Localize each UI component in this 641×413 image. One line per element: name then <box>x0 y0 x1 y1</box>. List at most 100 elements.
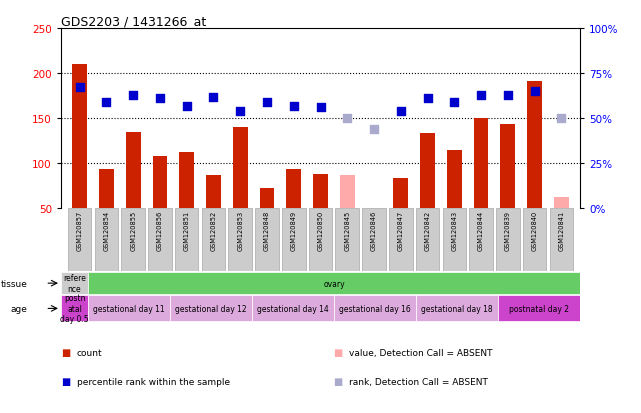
Point <box>74 85 85 92</box>
Bar <box>362 209 386 272</box>
Point <box>503 92 513 99</box>
Bar <box>179 152 194 209</box>
Text: rank, Detection Call = ABSENT: rank, Detection Call = ABSENT <box>349 377 488 386</box>
Point <box>449 100 460 106</box>
Text: GSM120851: GSM120851 <box>184 211 190 251</box>
Bar <box>61 272 88 295</box>
Bar <box>447 150 462 209</box>
Text: value, Detection Call = ABSENT: value, Detection Call = ABSENT <box>349 348 493 357</box>
Bar <box>126 132 140 209</box>
Text: percentile rank within the sample: percentile rank within the sample <box>77 377 230 386</box>
Point <box>369 126 379 133</box>
Bar <box>68 209 92 272</box>
Text: ovary: ovary <box>323 279 345 288</box>
Bar <box>148 209 172 272</box>
Text: GSM120847: GSM120847 <box>398 211 404 251</box>
Text: ■: ■ <box>333 376 342 386</box>
Text: tissue: tissue <box>0 279 27 288</box>
Point <box>181 103 192 109</box>
Text: GSM120843: GSM120843 <box>451 211 457 251</box>
Text: GSM120855: GSM120855 <box>130 211 136 251</box>
Bar <box>498 296 580 322</box>
Point <box>529 88 540 95</box>
Bar <box>340 176 354 209</box>
Bar <box>313 175 328 209</box>
Text: GSM120845: GSM120845 <box>344 211 350 251</box>
Text: gestational day 18: gestational day 18 <box>421 304 493 313</box>
Text: GSM120857: GSM120857 <box>77 211 83 251</box>
Bar <box>228 209 252 272</box>
Bar <box>252 296 334 322</box>
Text: postn
atal
day 0.5: postn atal day 0.5 <box>60 294 89 323</box>
Point <box>154 96 165 102</box>
Bar <box>233 128 247 209</box>
Bar <box>61 296 88 322</box>
Bar <box>335 209 359 272</box>
Point <box>556 116 567 122</box>
Bar <box>99 169 113 209</box>
Bar <box>469 209 493 272</box>
Bar <box>496 209 520 272</box>
Bar <box>528 82 542 209</box>
Bar <box>153 157 167 209</box>
Text: ■: ■ <box>61 376 70 386</box>
Bar <box>554 198 569 209</box>
Bar <box>416 209 439 272</box>
Text: GSM120846: GSM120846 <box>371 211 377 251</box>
Bar <box>206 176 221 209</box>
Bar <box>442 209 466 272</box>
Bar <box>282 209 306 272</box>
Bar <box>72 65 87 209</box>
Bar <box>175 209 199 272</box>
Point <box>476 92 487 99</box>
Text: GDS2203 / 1431266_at: GDS2203 / 1431266_at <box>61 15 206 28</box>
Bar <box>309 209 332 272</box>
Bar <box>88 296 171 322</box>
Bar <box>394 178 408 209</box>
Text: age: age <box>10 304 27 313</box>
Text: gestational day 12: gestational day 12 <box>176 304 247 313</box>
Bar <box>367 209 381 242</box>
Point <box>422 96 433 102</box>
Text: refere
nce: refere nce <box>63 274 86 293</box>
Bar <box>389 209 413 272</box>
Bar <box>202 209 225 272</box>
Text: GSM120850: GSM120850 <box>317 211 324 251</box>
Point <box>128 92 138 99</box>
Text: GSM120840: GSM120840 <box>531 211 538 251</box>
Bar <box>501 125 515 209</box>
Point <box>288 103 299 109</box>
Text: gestational day 11: gestational day 11 <box>94 304 165 313</box>
Point <box>342 116 353 122</box>
Bar <box>171 296 252 322</box>
Text: postnatal day 2: postnatal day 2 <box>509 304 569 313</box>
Bar <box>287 169 301 209</box>
Text: GSM120841: GSM120841 <box>558 211 564 251</box>
Text: gestational day 14: gestational day 14 <box>257 304 329 313</box>
Point <box>315 105 326 112</box>
Text: GSM120848: GSM120848 <box>264 211 270 251</box>
Bar <box>416 296 498 322</box>
Text: gestational day 16: gestational day 16 <box>339 304 411 313</box>
Bar <box>549 209 573 272</box>
Text: count: count <box>77 348 103 357</box>
Point <box>235 108 246 115</box>
Bar <box>121 209 145 272</box>
Bar <box>260 188 274 209</box>
Point <box>101 100 112 106</box>
Text: GSM120842: GSM120842 <box>424 211 431 251</box>
Text: GSM120852: GSM120852 <box>210 211 217 251</box>
Bar <box>95 209 118 272</box>
Bar <box>474 119 488 209</box>
Text: GSM120853: GSM120853 <box>237 211 243 251</box>
Bar <box>523 209 546 272</box>
Point <box>208 94 219 101</box>
Text: ■: ■ <box>61 347 70 357</box>
Text: GSM120854: GSM120854 <box>103 211 110 251</box>
Text: ■: ■ <box>333 347 342 357</box>
Point <box>262 100 272 106</box>
Bar <box>255 209 279 272</box>
Text: GSM120839: GSM120839 <box>505 211 511 251</box>
Bar <box>420 134 435 209</box>
Text: GSM120856: GSM120856 <box>157 211 163 251</box>
